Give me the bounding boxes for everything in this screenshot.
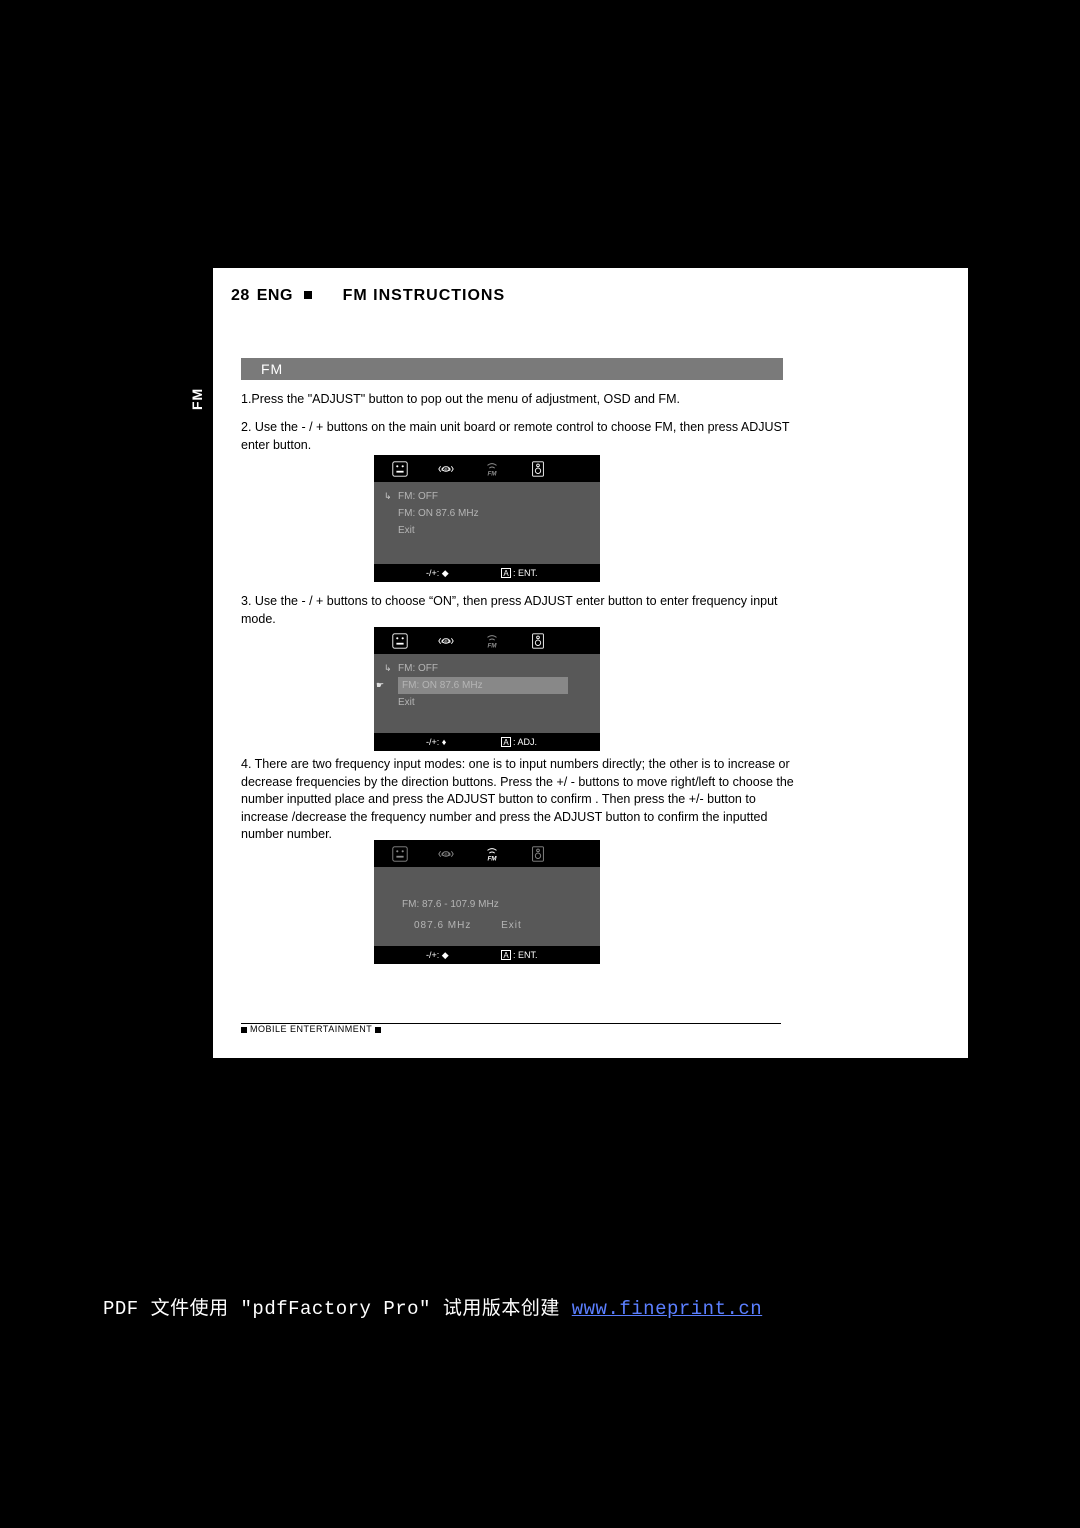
instruction-step-4: 4. There are two frequency input modes: … [241,756,801,844]
fm-icon: FM [482,844,502,864]
pdf-watermark: PDF 文件使用 "pdfFactory Pro" 试用版本创建 www.fin… [103,1293,762,1320]
osd-footer: -/+: ◆ A: ENT. [374,564,600,582]
menu-item-exit: Exit [398,522,415,539]
svg-text:OSD: OSD [441,638,452,643]
page-header: 28 ENG FM INSTRUCTIONS [231,287,505,305]
up-down-arrow-icon: ♦ [442,737,447,747]
svg-text:OSD: OSD [441,466,452,471]
page-number: 28 [231,287,250,304]
menu-item-fm-on-selected: FM: ON 87.6 MHz [398,677,568,694]
page-footer: MOBILE ENTERTAINMENT [241,1023,781,1034]
fm-icon: FM [482,459,502,479]
svg-text:FM: FM [487,855,497,862]
instruction-step-3: 3. Use the - / + buttons to choose “ON”,… [241,593,801,628]
speaker-icon [528,459,548,479]
osd-icon: OSD [436,844,456,864]
speaker-icon [528,631,548,651]
frequency-input-line: 087.6 MHz Exit [374,910,600,931]
left-right-arrow-icon: ◆ [442,568,449,578]
menu-item-exit: Exit [398,694,415,711]
speaker-icon [528,844,548,864]
osd-menu: ↳FM: OFF FM: ON 87.6 MHz Exit [374,482,600,539]
osd-icon-bar: OSD FM [374,455,600,482]
svg-text:FM: FM [487,642,497,649]
osd-icon-bar: OSD FM [374,627,600,654]
footer-nav-label: -/+: [426,737,439,747]
footer-enter-label: : ENT. [513,568,538,578]
a-key-icon: A [501,950,511,960]
osd-screenshot-2: OSD FM ↳FM: OFF ☛ FM: ON 87.6 MHz Exit -… [374,627,600,751]
fm-icon: FM [482,631,502,651]
a-key-icon: A [501,737,511,747]
frequency-range-label: FM: 87.6 - 107.9 MHz [374,867,600,910]
osd-menu: ↳FM: OFF ☛ FM: ON 87.6 MHz Exit [374,654,600,711]
watermark-link[interactable]: www.fineprint.cn [572,1298,762,1320]
hand-cursor-icon: ☛ [376,678,384,693]
svg-text:OSD: OSD [441,851,452,856]
a-key-icon: A [501,568,511,578]
osd-screenshot-3: OSD FM FM: 87.6 - 107.9 MHz 087.6 MHz Ex… [374,840,600,964]
menu-item-fm-off: FM: OFF [398,488,438,505]
footer-text: MOBILE ENTERTAINMENT [250,1024,372,1034]
menu-item-fm-on: FM: ON 87.6 MHz [398,505,479,522]
footer-square-icon [375,1027,381,1033]
page-title: FM INSTRUCTIONS [343,287,506,304]
instruction-step-2: 2. Use the - / + buttons on the main uni… [241,419,801,454]
osd-icon: OSD [436,459,456,479]
footer-nav-label: -/+: [426,568,439,578]
footer-square-icon [241,1027,247,1033]
footer-nav-label: -/+: [426,950,439,960]
header-square-icon [304,291,312,299]
manual-page: FM 28 ENG FM INSTRUCTIONS FM 1.Press the… [213,268,968,1058]
side-tab-label: FM [189,388,205,410]
section-heading: FM [241,358,783,380]
osd-screenshot-1: OSD FM ↳FM: OFF FM: ON 87.6 MHz Exit -/+… [374,455,600,582]
left-black-bar [178,268,213,1058]
frequency-value: 087.6 MHz [414,920,471,931]
footer-adj-label: : ADJ. [513,737,537,747]
svg-text:FM: FM [487,470,497,477]
instruction-step-1: 1.Press the "ADJUST" button to pop out t… [241,391,801,409]
adjust-icon [390,459,410,479]
osd-footer: -/+: ◆ A: ENT. [374,946,600,964]
osd-icon-bar: OSD FM [374,840,600,867]
left-right-arrow-icon: ◆ [442,950,449,960]
osd-icon: OSD [436,631,456,651]
osd-footer: -/+: ♦ A: ADJ. [374,733,600,751]
watermark-text: PDF 文件使用 "pdfFactory Pro" 试用版本创建 [103,1298,572,1320]
adjust-icon [390,631,410,651]
menu-cursor-icon: ↳ [384,661,398,676]
footer-enter-label: : ENT. [513,950,538,960]
menu-cursor-icon: ↳ [384,489,398,504]
frequency-exit: Exit [501,920,522,931]
menu-item-fm-off: FM: OFF [398,660,438,677]
page-lang: ENG [257,287,293,304]
adjust-icon [390,844,410,864]
